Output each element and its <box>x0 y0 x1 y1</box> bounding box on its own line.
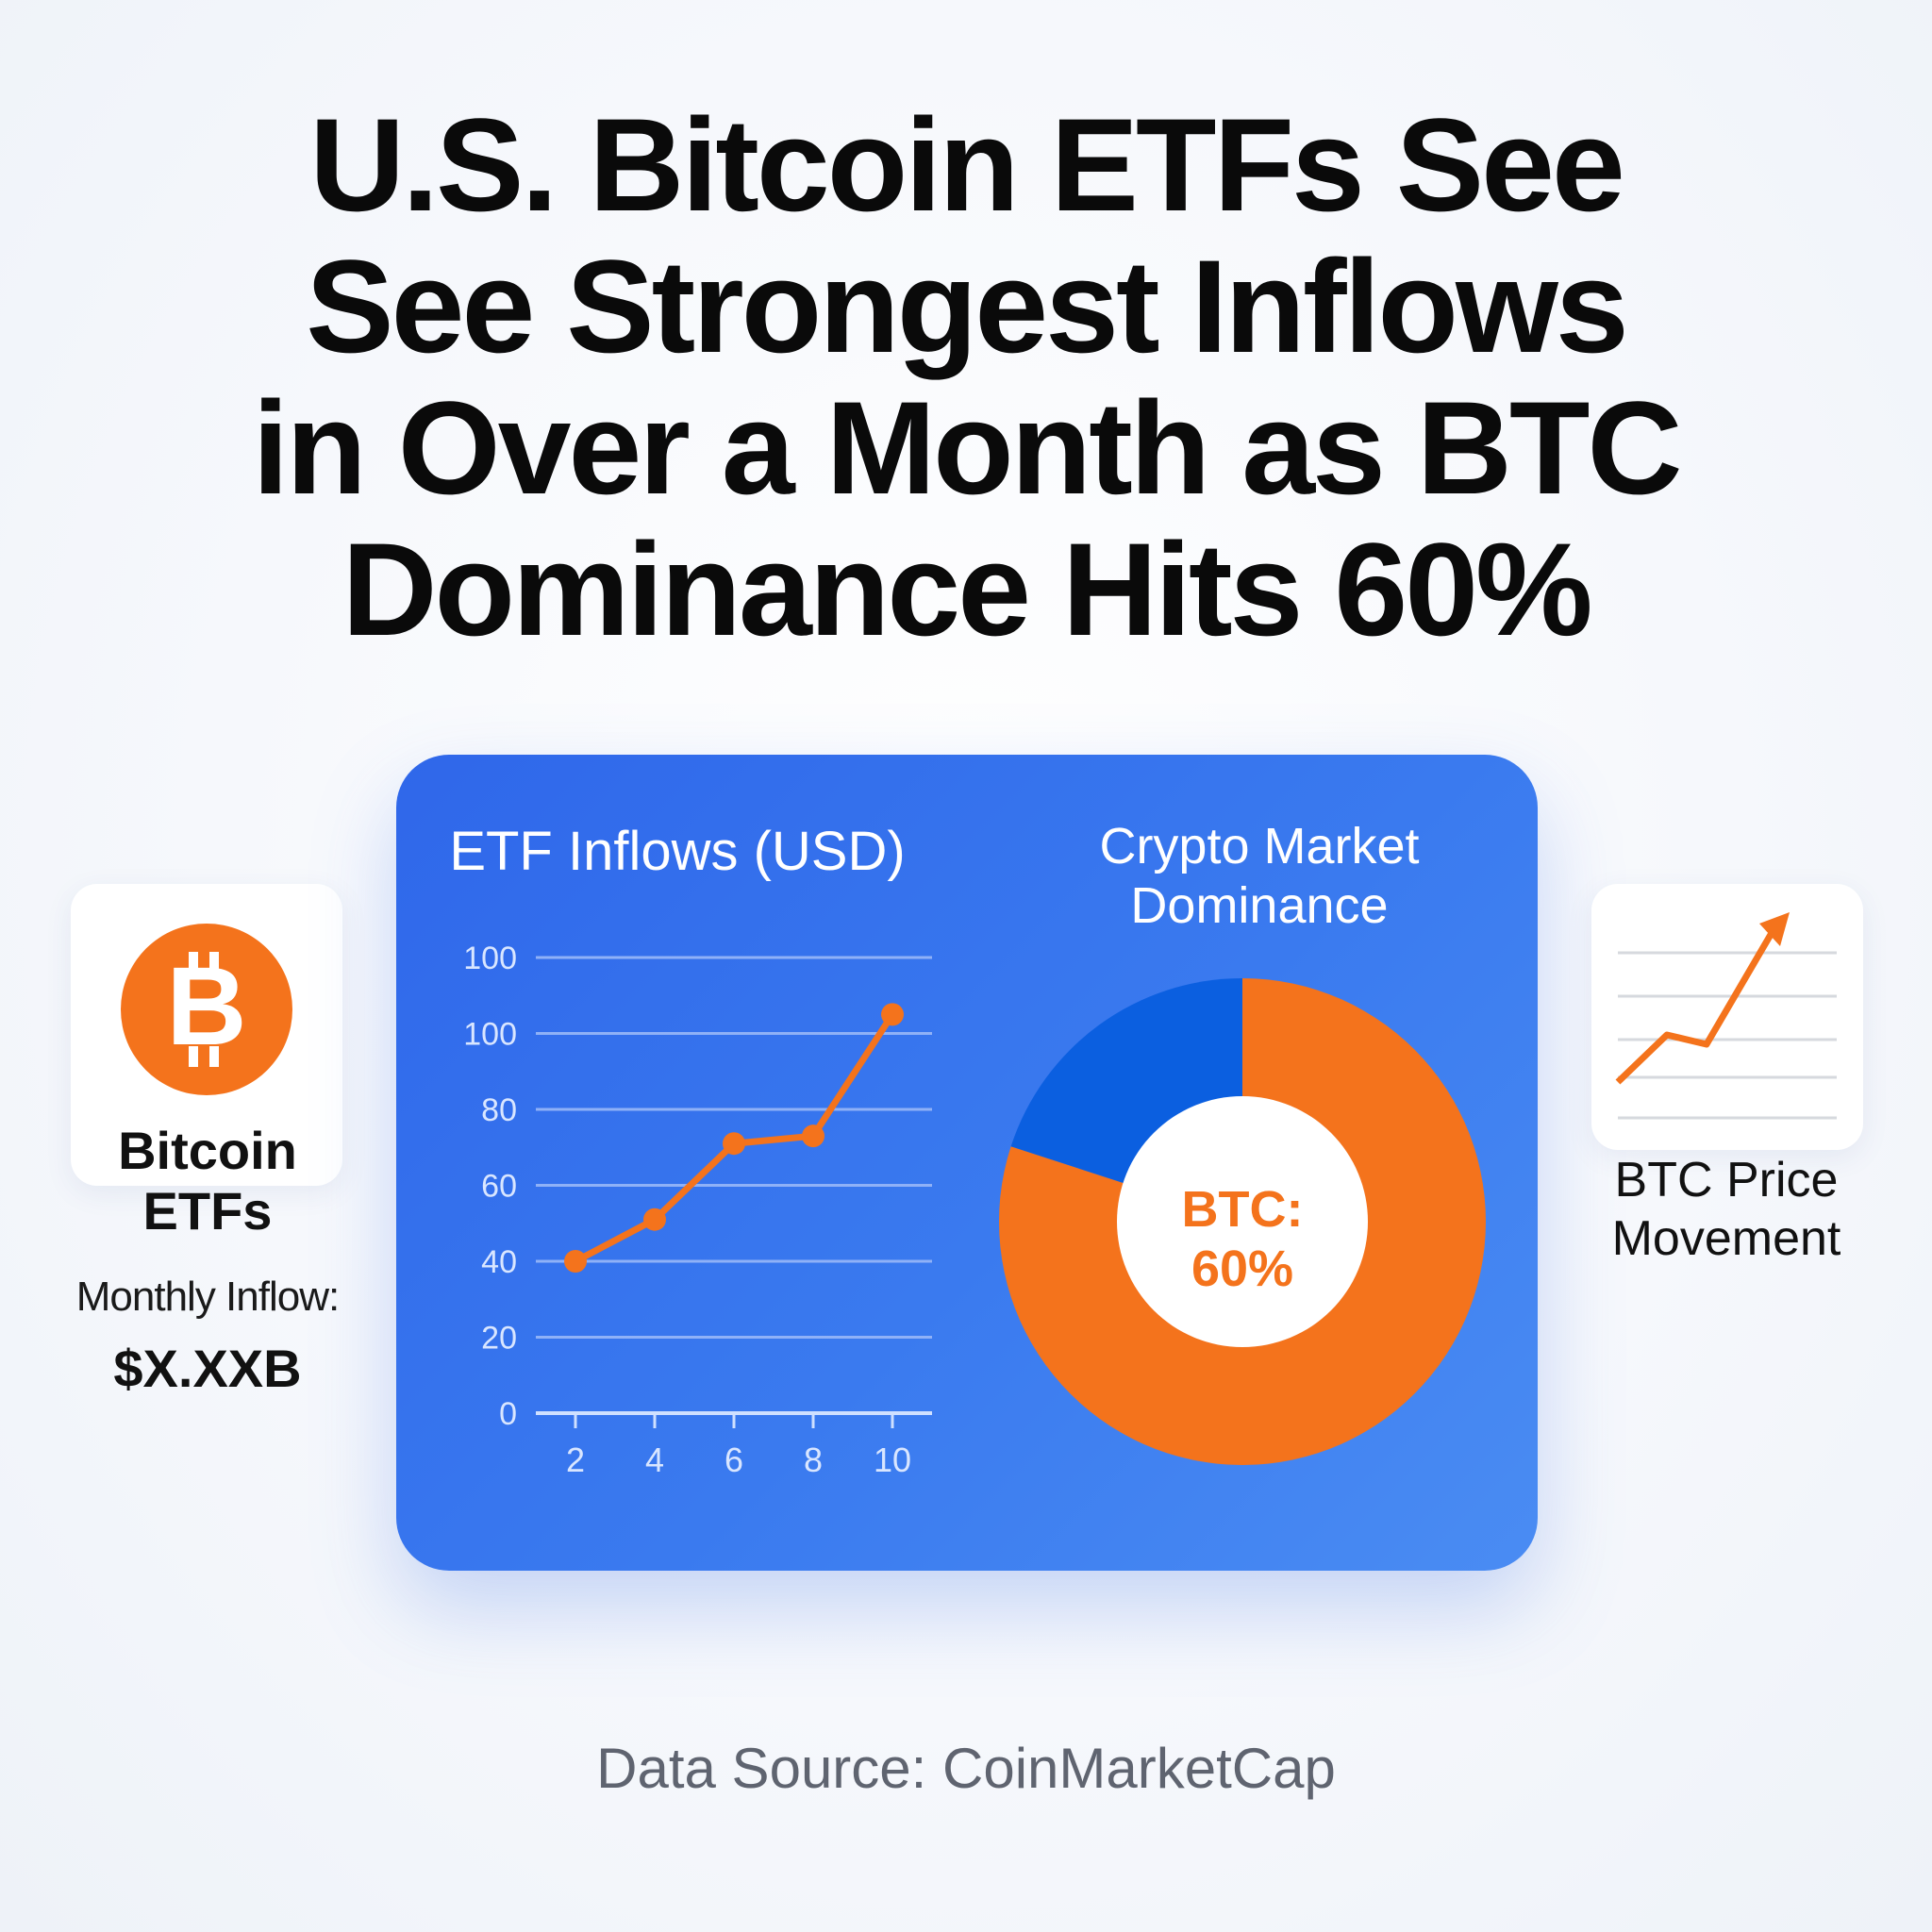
headline-line-3: in Over a Month as BTC <box>252 374 1682 522</box>
y-tick-label: 40 <box>481 1244 517 1280</box>
x-tick-label: 2 <box>566 1441 585 1479</box>
y-tick-label: 100 <box>463 1017 517 1053</box>
bitcoin-etfs-title-line-2: ETFs <box>142 1181 273 1241</box>
pie-chart-title-line-2: Dominance <box>1130 877 1388 934</box>
y-tick-label: 0 <box>499 1396 517 1432</box>
donut-chart <box>999 978 1486 1465</box>
donut-center-label-line-1: BTC: <box>1182 1181 1304 1238</box>
y-tick-label: 100 <box>463 941 517 976</box>
x-tick-label: 4 <box>645 1441 664 1479</box>
bitcoin-etfs-card: B <box>71 884 342 1186</box>
bitcoin-etfs-title: Bitcoin ETFs <box>57 1121 358 1241</box>
line-chart: 0 20 40 60 80 100 100 2 4 6 8 10 <box>463 941 932 1479</box>
headline: U.S. Bitcoin ETFs See See Strongest Infl… <box>0 94 1932 660</box>
charts-card: ETF Inflows (USD) Crypto Market Dominanc… <box>396 755 1538 1571</box>
x-tick-label: 6 <box>724 1441 743 1479</box>
bitcoin-icon: B <box>121 924 292 1095</box>
x-tick-label: 10 <box>874 1441 911 1479</box>
x-tick-label: 8 <box>804 1441 823 1479</box>
data-source: Data Source: CoinMarketCap <box>596 1737 1336 1800</box>
svg-text:B: B <box>166 944 246 1069</box>
data-point <box>723 1132 745 1156</box>
data-point <box>643 1208 666 1231</box>
charts-svg: ETF Inflows (USD) Crypto Market Dominanc… <box>449 818 1486 1479</box>
y-tick-label: 80 <box>481 1092 517 1128</box>
donut-hole <box>1117 1096 1368 1347</box>
monthly-inflow-value: $X.XXB <box>113 1339 302 1398</box>
headline-line-4: Dominance Hits 60% <box>341 515 1592 663</box>
btc-price-movement-card <box>1591 884 1863 1150</box>
headline-line-2: See Strongest Inflows <box>306 232 1628 380</box>
headline-line-1: U.S. Bitcoin ETFs See <box>309 91 1625 239</box>
donut-center-label-line-2: 60% <box>1191 1241 1293 1297</box>
trend-up-chart-icon <box>1615 912 1837 1120</box>
line-chart-title: ETF Inflows (USD) <box>449 821 905 882</box>
data-point <box>802 1124 824 1148</box>
btc-price-movement-title-line-1: BTC Price <box>1614 1153 1839 1208</box>
pie-chart-title-line-1: Crypto Market <box>1099 818 1419 874</box>
btc-price-movement-title-line-2: Movement <box>1611 1211 1841 1266</box>
btc-price-movement-title: BTC Price Movement <box>1566 1151 1887 1268</box>
data-point <box>564 1250 587 1273</box>
data-point <box>881 1003 904 1026</box>
y-tick-label: 60 <box>481 1169 517 1205</box>
y-tick-label: 20 <box>481 1321 517 1357</box>
bitcoin-etfs-title-line-1: Bitcoin <box>118 1121 297 1180</box>
monthly-inflow-label: Monthly Inflow: <box>75 1274 340 1320</box>
